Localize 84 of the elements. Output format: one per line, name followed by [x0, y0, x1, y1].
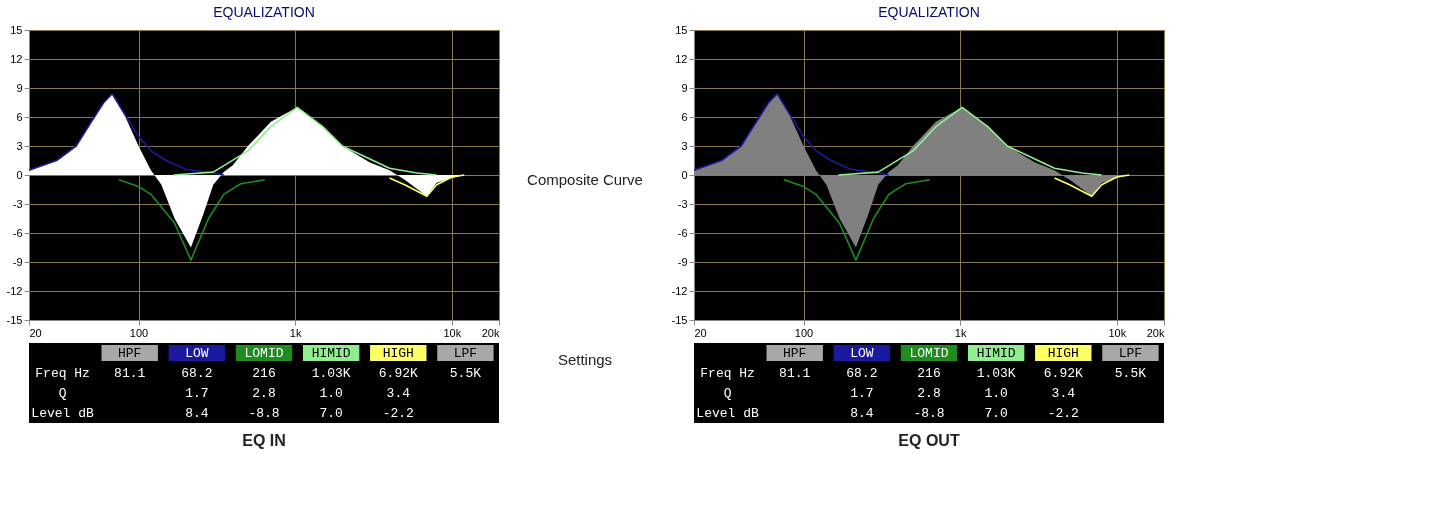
chart-title: EQUALIZATION	[878, 4, 980, 20]
text: 81.1	[114, 366, 146, 381]
text: HIMID	[311, 346, 351, 361]
text: 8.4	[850, 406, 874, 421]
text: 3.4	[386, 386, 411, 401]
text: 5.5K	[449, 366, 482, 381]
text: 216	[917, 366, 941, 381]
text: Level dB	[31, 406, 94, 421]
text: LPF	[453, 346, 478, 361]
text: Q	[723, 386, 732, 401]
text: HPF	[118, 346, 142, 361]
x-tick-label: 20	[694, 326, 707, 339]
y-tick-label: -9	[12, 255, 23, 268]
y-tick-label: 0	[16, 168, 23, 181]
text: 5.5K	[1114, 366, 1147, 381]
text: LOMID	[244, 346, 284, 361]
text: Settings	[557, 351, 613, 368]
y-tick-label: -15	[671, 313, 688, 326]
x-tick-label: 20k	[1146, 326, 1165, 339]
text: 68.2	[846, 366, 878, 381]
text: Level dB	[696, 406, 759, 421]
y-tick-label: -6	[677, 226, 688, 239]
text: 7.0	[984, 406, 1008, 421]
text: -8.8	[248, 406, 280, 421]
text: Freq Hz	[35, 366, 90, 381]
x-tick-label: 1k	[289, 326, 302, 339]
y-tick-label: -3	[677, 197, 688, 210]
text: 68.2	[181, 366, 213, 381]
x-tick-label: 10k	[1108, 326, 1127, 339]
y-tick-label: -12	[671, 284, 688, 297]
chart-title: EQUALIZATION	[213, 4, 315, 20]
y-tick-label: -6	[12, 226, 23, 239]
text: HIGH	[1047, 346, 1079, 361]
text: 1.0	[319, 386, 343, 401]
y-tick-label: 6	[681, 110, 688, 123]
y-tick-label: -3	[12, 197, 23, 210]
text: HIMID	[976, 346, 1016, 361]
x-tick-label: 10k	[443, 326, 462, 339]
y-tick-label: -12	[6, 284, 23, 297]
y-tick-label: 9	[681, 81, 688, 94]
x-tick-label: 1k	[954, 326, 967, 339]
text: LOMID	[909, 346, 949, 361]
text: -2.2	[1047, 406, 1079, 421]
text: 1.7	[850, 386, 874, 401]
text: HIGH	[382, 346, 414, 361]
text: 1.03K	[976, 366, 1016, 381]
y-tick-label: 12	[10, 52, 23, 65]
y-tick-label: 3	[16, 139, 23, 152]
text: Composite Curve	[527, 171, 643, 188]
y-tick-label: 12	[675, 52, 688, 65]
y-tick-label: 6	[16, 110, 23, 123]
x-axis-title: EQ IN	[242, 432, 286, 449]
text: 81.1	[779, 366, 811, 381]
text: Freq Hz	[700, 366, 755, 381]
text: 8.4	[185, 406, 209, 421]
text: 3.4	[1051, 386, 1076, 401]
text: LOW	[185, 346, 209, 361]
text: 2.8	[252, 386, 276, 401]
text: 216	[252, 366, 276, 381]
text: 6.92K	[378, 366, 418, 381]
text: -2.2	[382, 406, 414, 421]
text: -8.8	[913, 406, 945, 421]
text: LPF	[1118, 346, 1143, 361]
y-tick-label: 0	[681, 168, 688, 181]
text: 6.92K	[1043, 366, 1083, 381]
y-tick-label: 9	[16, 81, 23, 94]
x-tick-label: 100	[129, 326, 149, 339]
text: LOW	[850, 346, 874, 361]
y-tick-label: -15	[6, 313, 23, 326]
text: 2.8	[917, 386, 941, 401]
y-tick-label: 15	[675, 23, 688, 36]
text: Q	[58, 386, 67, 401]
text: 1.0	[984, 386, 1008, 401]
y-tick-label: 3	[681, 139, 688, 152]
x-tick-label: 100	[794, 326, 814, 339]
text: 1.03K	[311, 366, 351, 381]
text: HPF	[783, 346, 807, 361]
text: 7.0	[319, 406, 343, 421]
x-tick-label: 20	[29, 326, 42, 339]
x-axis-title: EQ OUT	[898, 432, 960, 449]
text: 1.7	[185, 386, 209, 401]
x-tick-label: 20k	[481, 326, 500, 339]
y-tick-label: 15	[10, 23, 23, 36]
y-tick-label: -9	[677, 255, 688, 268]
